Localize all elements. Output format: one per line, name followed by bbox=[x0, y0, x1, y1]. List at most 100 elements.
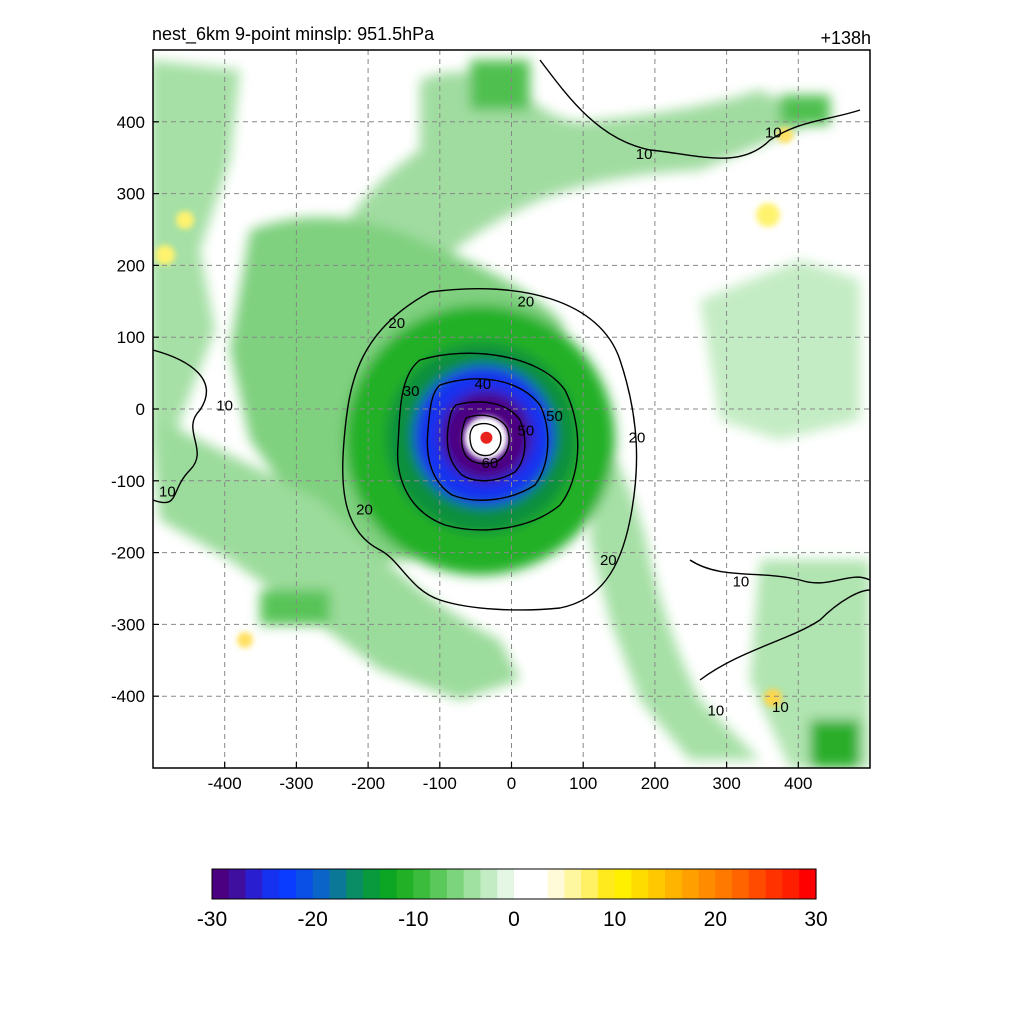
band-southwest bbox=[160, 420, 520, 700]
contour-30 bbox=[396, 352, 579, 531]
plot-area: 10 10 20 20 30 40 50 50 60 10 10 20 20 20 10 10 10 bbox=[153, 50, 870, 768]
colorbar-swatch-3 bbox=[262, 869, 280, 899]
colorbar-swatch-0 bbox=[212, 869, 230, 899]
colorbar-swatch-20 bbox=[547, 869, 565, 899]
colorbar-swatch-29 bbox=[698, 869, 716, 899]
yellow-spot-4 bbox=[777, 127, 793, 143]
y-tick-label-2: -200 bbox=[111, 544, 145, 563]
x-tick-label-8: 400 bbox=[784, 774, 812, 793]
y-tick-label-0: -400 bbox=[111, 687, 145, 706]
storm-center-marker bbox=[480, 431, 493, 444]
colorbar-frame bbox=[211, 868, 817, 900]
contour-40 bbox=[426, 378, 549, 501]
x-tick-label-0: -400 bbox=[208, 774, 242, 793]
colorbar-swatch-31 bbox=[732, 869, 750, 899]
colorbar-swatch-15 bbox=[463, 869, 482, 899]
y-tick-label-6: 200 bbox=[117, 256, 145, 275]
chart-title: nest_6km 9-point minslp: 951.5hPa bbox=[152, 24, 435, 45]
band-west bbox=[153, 60, 240, 520]
colorbar bbox=[211, 868, 817, 900]
colorbar-swatch-1 bbox=[228, 869, 247, 899]
colorbar-swatch-34 bbox=[782, 869, 800, 899]
colorbar-swatch-26 bbox=[648, 869, 666, 899]
cell-north bbox=[470, 60, 530, 110]
colorbar-swatch-14 bbox=[446, 869, 465, 899]
y-tick-label-5: 100 bbox=[117, 328, 145, 347]
colorbar-tick-label-2: -10 bbox=[398, 908, 428, 931]
colorbar-swatch-19 bbox=[530, 869, 549, 899]
colorbar-swatch-6 bbox=[312, 869, 331, 899]
colorbar-swatch-12 bbox=[413, 869, 431, 899]
colorbar-swatch-32 bbox=[748, 869, 767, 899]
contour-label-4: 30 bbox=[403, 383, 420, 400]
contour-label-14: 10 bbox=[733, 573, 750, 590]
colorbar-swatch-18 bbox=[514, 869, 532, 899]
colorbar-swatch-30 bbox=[715, 869, 733, 899]
contour-lines bbox=[153, 59, 870, 681]
contour-label-16: 10 bbox=[708, 703, 725, 720]
y-tick-label-8: 400 bbox=[117, 113, 145, 132]
colorbar-swatch-25 bbox=[631, 869, 649, 899]
contour-label-6: 50 bbox=[546, 408, 563, 425]
contour-10-west bbox=[153, 349, 207, 504]
contour-10-southeast bbox=[699, 589, 870, 681]
x-tick-label-6: 200 bbox=[641, 774, 669, 793]
x-tick-label-5: 100 bbox=[569, 774, 597, 793]
x-tick-label-7: 300 bbox=[712, 774, 740, 793]
colorbar-tick-label-0: -30 bbox=[197, 908, 227, 931]
band-southeast-corner bbox=[750, 560, 870, 768]
contour-label-9: 10 bbox=[216, 397, 233, 414]
y-tick-label-1: -300 bbox=[111, 615, 145, 634]
contour-label-12: 20 bbox=[629, 430, 646, 447]
colorbar-swatch-4 bbox=[279, 869, 297, 899]
contour-60 bbox=[460, 414, 510, 465]
contour-label-15: 10 bbox=[772, 699, 789, 716]
colorbar-tick-label-6: 30 bbox=[804, 908, 827, 931]
colorbar-swatch-7 bbox=[329, 869, 347, 899]
colorbar-tick-label-1: -20 bbox=[297, 908, 327, 931]
colorbar-swatch-17 bbox=[497, 869, 515, 899]
colorbar-swatch-21 bbox=[564, 869, 582, 899]
contour-label-2: 20 bbox=[517, 293, 534, 310]
colorbar-swatch-8 bbox=[346, 869, 364, 899]
contour-label-10: 10 bbox=[159, 484, 176, 501]
yellow-spot-3 bbox=[756, 203, 780, 227]
grid-lines bbox=[153, 50, 870, 768]
band-east bbox=[700, 260, 860, 440]
contour-label-11: 20 bbox=[356, 502, 373, 519]
yellow-spot-6 bbox=[764, 689, 782, 707]
colorbar-swatch-35 bbox=[799, 869, 817, 899]
contour-label-8: 60 bbox=[482, 455, 499, 472]
band-north bbox=[317, 72, 820, 340]
colorbar-swatch-11 bbox=[396, 869, 414, 899]
contour-20 bbox=[342, 287, 638, 611]
colorbar-swatch-5 bbox=[295, 869, 314, 899]
cell-southeast bbox=[810, 720, 860, 768]
yellow-spot-5 bbox=[237, 632, 253, 648]
y-tick-label-3: -100 bbox=[111, 472, 145, 491]
yellow-spot-1 bbox=[176, 211, 194, 229]
colorbar-swatch-2 bbox=[245, 869, 263, 899]
x-tick-label-2: -200 bbox=[351, 774, 385, 793]
contour-label-1: 10 bbox=[765, 125, 782, 142]
x-axis-ticks: -400 -300 -200 -100 0 100 200 300 400 bbox=[208, 762, 812, 793]
x-tick-label-1: -300 bbox=[279, 774, 313, 793]
contour-label-7: 50 bbox=[517, 423, 534, 440]
colorbar-ticks: -30 -20 -10 0 10 20 30 bbox=[197, 908, 828, 931]
y-tick-label-7: 300 bbox=[117, 185, 145, 204]
cell-northeast bbox=[780, 95, 830, 125]
yellow-spot-2 bbox=[155, 245, 175, 265]
colorbar-swatch-28 bbox=[681, 869, 700, 899]
colorbar-swatch-23 bbox=[597, 869, 616, 899]
cell-southwest bbox=[260, 590, 330, 625]
contour-labels: 10 10 20 20 30 40 50 50 60 10 10 20 20 20 10 10 10 bbox=[159, 125, 789, 720]
colorbar-tick-label-3: 0 bbox=[508, 908, 520, 931]
colorbar-swatch-13 bbox=[430, 869, 448, 899]
contour-10-north bbox=[539, 59, 861, 159]
colorbar-swatch-22 bbox=[581, 869, 599, 899]
colorbar-swatch-9 bbox=[363, 869, 381, 899]
contour-10-east bbox=[689, 559, 870, 584]
x-tick-label-3: -100 bbox=[423, 774, 457, 793]
colorbar-tick-label-4: 10 bbox=[603, 908, 626, 931]
